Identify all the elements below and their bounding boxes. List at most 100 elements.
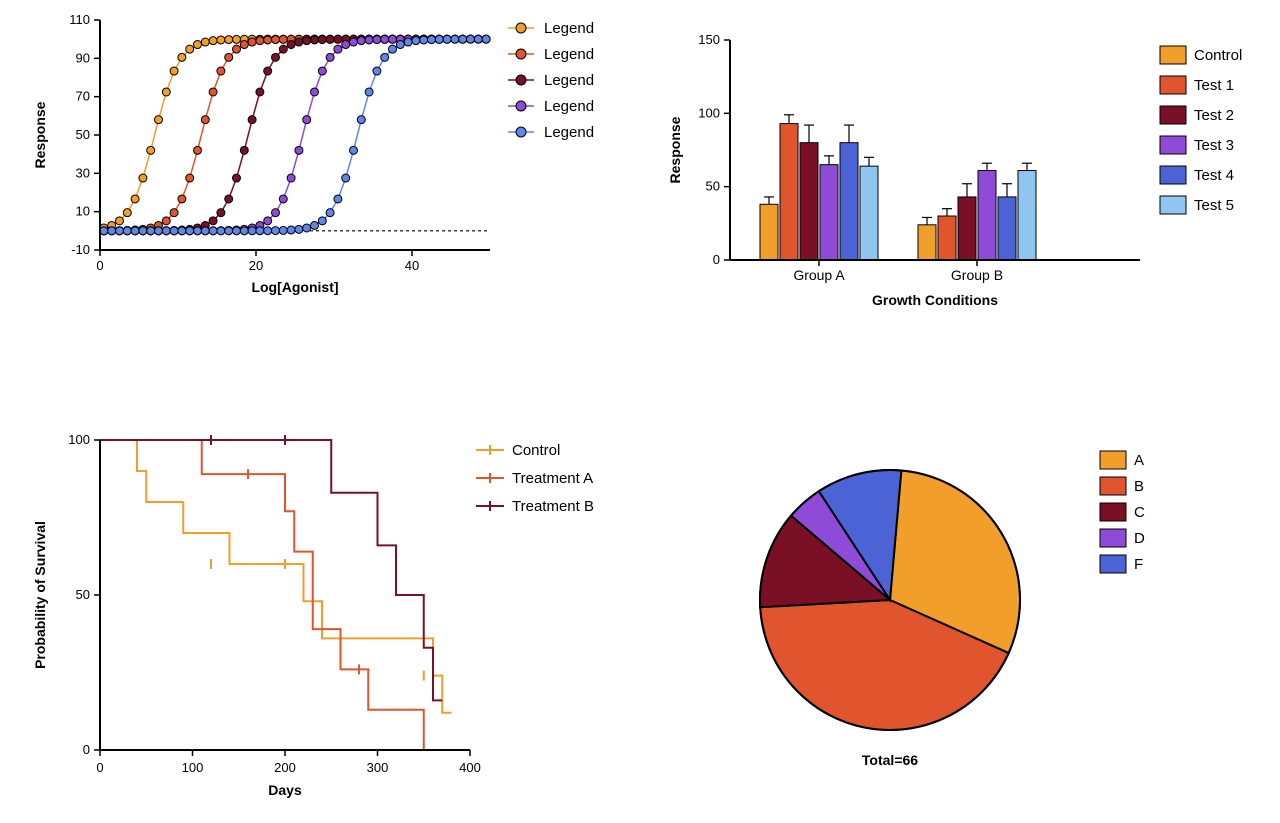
curve-3: [104, 39, 486, 231]
marker: [459, 35, 467, 43]
marker: [279, 226, 287, 234]
marker: [373, 36, 381, 44]
bar: [840, 143, 858, 260]
marker: [178, 53, 186, 61]
marker: [272, 36, 280, 44]
marker: [264, 217, 272, 225]
marker: [357, 37, 365, 45]
marker: [404, 38, 412, 46]
marker: [326, 53, 334, 61]
marker: [295, 146, 303, 154]
legend-label: Test 3: [1194, 137, 1234, 154]
marker: [139, 227, 147, 235]
marker: [318, 36, 326, 44]
marker: [225, 227, 233, 235]
marker: [365, 88, 373, 96]
ytick: 110: [69, 12, 90, 27]
marker: [381, 35, 389, 43]
svg-text:200: 200: [274, 760, 296, 775]
marker: [279, 45, 287, 53]
marker: [240, 227, 248, 235]
legend-label: Treatment B: [512, 498, 594, 515]
marker: [279, 195, 287, 203]
ytick: 50: [76, 127, 90, 142]
curve-1: [104, 39, 486, 231]
ytick: -10: [71, 242, 90, 257]
ytick: 150: [698, 32, 720, 47]
marker: [451, 35, 459, 43]
pie-panel: Total=66ABCDF: [640, 340, 1280, 823]
legend-label: Legend: [544, 98, 594, 115]
xtick: 20: [249, 258, 263, 273]
y-axis-label: Probability of Survival: [32, 521, 48, 669]
bar: [918, 225, 936, 260]
bar: [800, 143, 818, 260]
legend-label: Test 4: [1194, 167, 1234, 184]
legend-label: D: [1134, 530, 1145, 547]
marker: [256, 37, 264, 45]
svg-text:50: 50: [76, 587, 90, 602]
marker: [318, 67, 326, 75]
marker: [209, 88, 217, 96]
marker: [303, 224, 311, 232]
marker: [435, 35, 443, 43]
legend-label: Control: [512, 442, 560, 459]
legend-swatch: [1100, 555, 1126, 573]
legend-label: Legend: [544, 20, 594, 37]
bar: [1018, 171, 1036, 260]
svg-text:0: 0: [96, 760, 103, 775]
svg-text:100: 100: [182, 760, 204, 775]
marker: [147, 227, 155, 235]
ytick: 30: [76, 165, 90, 180]
marker: [240, 41, 248, 49]
bar-chart-panel: Group AGroup B050100150Growth Conditions…: [640, 0, 1280, 340]
marker: [186, 174, 194, 182]
legend-marker: [516, 127, 526, 137]
marker: [318, 217, 326, 225]
legend-marker: [516, 75, 526, 85]
marker: [334, 45, 342, 53]
marker: [311, 88, 319, 96]
marker: [357, 116, 365, 124]
marker: [209, 217, 217, 225]
legend-marker: [516, 49, 526, 59]
legend-label: A: [1134, 452, 1144, 469]
marker: [131, 195, 139, 203]
xtick: 40: [405, 258, 419, 273]
legend-label: B: [1134, 478, 1144, 495]
marker: [373, 67, 381, 75]
x-axis-label: Days: [268, 782, 302, 798]
legend-label: Legend: [544, 124, 594, 141]
marker: [279, 35, 287, 43]
marker: [201, 38, 209, 46]
marker: [248, 227, 256, 235]
marker: [233, 174, 241, 182]
marker: [209, 227, 217, 235]
group-label: Group A: [793, 267, 845, 283]
marker: [233, 45, 241, 53]
marker: [225, 36, 233, 44]
marker: [342, 174, 350, 182]
ytick: 0: [713, 252, 720, 267]
ytick: 10: [76, 204, 90, 219]
legend-label: C: [1134, 504, 1145, 521]
dose-response-panel: -10103050709011002040Log[Agonist]Respons…: [0, 0, 640, 340]
marker: [256, 227, 264, 235]
bar: [860, 166, 878, 260]
bar: [978, 171, 996, 260]
marker: [342, 41, 350, 49]
marker: [272, 227, 280, 235]
marker: [201, 227, 209, 235]
marker: [311, 221, 319, 229]
marker: [264, 227, 272, 235]
marker: [482, 35, 490, 43]
legend-swatch: [1160, 196, 1186, 214]
marker: [295, 38, 303, 46]
bar: [938, 216, 956, 260]
marker: [123, 227, 131, 235]
legend-label: Test 2: [1194, 107, 1234, 124]
svg-text:300: 300: [367, 760, 389, 775]
svg-text:100: 100: [68, 432, 90, 447]
marker: [194, 227, 202, 235]
legend-swatch: [1100, 529, 1126, 547]
